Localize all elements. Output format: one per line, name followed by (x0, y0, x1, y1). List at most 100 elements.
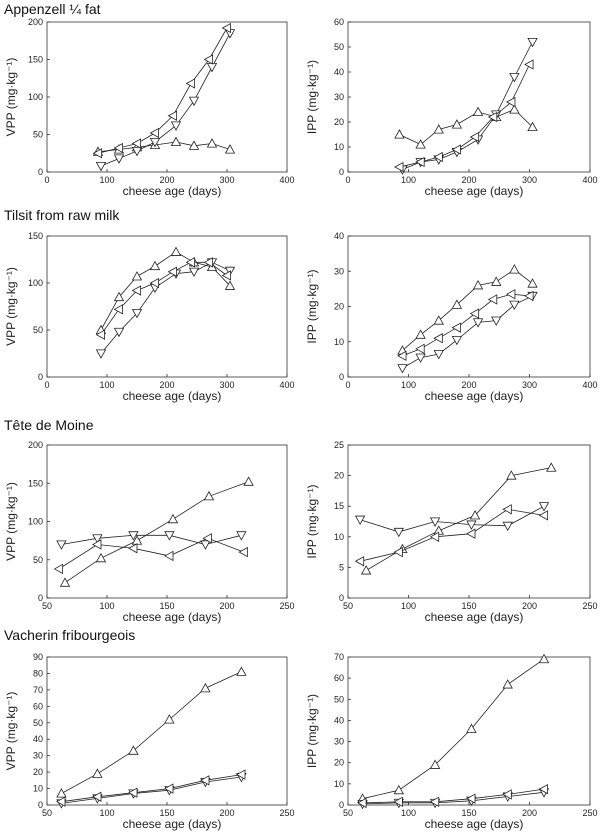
data-point-triangle-down (188, 267, 200, 278)
data-point-triangle-left (221, 22, 232, 34)
x-tick-label: 100 (99, 808, 114, 818)
y-tick-label: 20 (334, 302, 344, 312)
x-tick-label: 0 (44, 175, 49, 185)
data-point-triangle-left (185, 78, 196, 89)
data-point-triangle-left (433, 151, 443, 163)
data-point-triangle-down (170, 121, 182, 131)
x-tick-label: 150 (159, 601, 174, 611)
data-point-triangle-left (524, 290, 534, 302)
data-point-triangle-left (185, 257, 196, 268)
y-tick-label: 70 (33, 685, 43, 695)
data-point-triangle-left (167, 110, 178, 121)
y-tick-label: 50 (33, 325, 43, 335)
data-point-triangle-up (167, 513, 179, 524)
data-point-triangle-left (128, 543, 138, 554)
data-point-triangle-up (164, 714, 175, 724)
data-point-triangle-left (466, 793, 476, 804)
y-tick-label: 40 (334, 67, 344, 77)
y-tick-label: 100 (28, 517, 43, 527)
data-point-triangle-left (433, 333, 443, 344)
section-title-3: Tête de Moine (4, 417, 94, 433)
y-tick-label: 25 (334, 440, 344, 450)
data-point-triangle-down (113, 154, 125, 164)
data-point-triangle-up (236, 666, 247, 676)
y-tick-label: 40 (33, 734, 43, 744)
y-tick-label: 150 (28, 55, 43, 65)
y-tick-label: 150 (28, 231, 43, 241)
data-point-triangle-left (202, 533, 212, 544)
x-axis-label: cheese age (days) (123, 184, 222, 198)
y-axis-label: VPP (mg·kg⁻¹) (4, 58, 18, 137)
data-point-triangle-left (56, 796, 66, 807)
x-tick-label: 100 (401, 808, 416, 818)
y-tick-label: 15 (334, 501, 344, 511)
plot-frame (46, 21, 288, 173)
data-point-triangle-left (354, 556, 365, 567)
x-tick-label: 0 (345, 380, 350, 390)
data-point-triangle-up (393, 784, 404, 795)
data-point-triangle-left (538, 783, 549, 795)
x-tick-label: 100 (401, 380, 416, 390)
x-tick-label: 150 (461, 808, 476, 818)
x-tick-label: 400 (279, 380, 294, 390)
data-point-triangle-left (506, 96, 516, 108)
data-point-triangle-up (128, 745, 139, 755)
data-point-triangle-up (149, 260, 161, 271)
x-tick-label: 50 (343, 808, 353, 818)
x-tick-label: 200 (219, 808, 234, 818)
y-axis-label: IPP (mg·kg⁻¹) (305, 60, 319, 134)
data-point-triangle-down (95, 161, 107, 172)
x-tick-label: 200 (461, 380, 476, 390)
data-point-triangle-left (502, 789, 512, 800)
y-tick-label: 0 (339, 800, 344, 810)
data-point-triangle-left (113, 142, 123, 154)
data-point-triangle-up (415, 329, 426, 339)
data-point-triangle-down (433, 350, 444, 360)
y-tick-label: 50 (33, 718, 43, 728)
y-tick-label: 0 (38, 372, 43, 382)
chart-4-2: 50 100 150 200 250 0 10 20 30 40 50 60 70 cheese age … (305, 652, 598, 831)
data-point-triangle-left (128, 787, 138, 798)
data-point-triangle-down (131, 146, 143, 157)
y-tick-label: 80 (33, 668, 43, 678)
data-point-triangle-left (200, 775, 210, 786)
x-axis-label: cheese age (days) (425, 389, 524, 403)
x-tick-label: 250 (582, 601, 597, 611)
x-tick-label: 250 (582, 808, 597, 818)
data-point-triangle-left (502, 504, 512, 515)
plot-frame (46, 444, 288, 599)
data-point-triangle-left (53, 563, 63, 575)
x-tick-label: 0 (44, 380, 49, 390)
series-line-triangle-left (97, 27, 228, 154)
data-point-triangle-up (394, 129, 405, 139)
data-point-triangle-up (472, 280, 484, 290)
chart-1-2: 0 100 200 300 400 0 10 20 30 40 50 60 cheese age (da… (305, 17, 598, 198)
x-tick-label: 300 (219, 175, 234, 185)
x-tick-label: 100 (99, 601, 114, 611)
data-point-triangle-left (149, 277, 160, 289)
series-line-triangle-up (64, 481, 249, 584)
chart-3-2: 50 100 150 200 250 0 5 10 15 20 25 cheese age (days… (305, 440, 598, 624)
data-point-triangle-down (502, 521, 513, 532)
data-point-triangle-down (472, 318, 484, 328)
y-axis-label: IPP (mg·kg⁻¹) (305, 269, 319, 343)
data-point-triangle-left (524, 59, 534, 70)
data-point-triangle-left (538, 510, 549, 521)
y-tick-label: 50 (33, 130, 43, 140)
x-tick-label: 100 (99, 175, 114, 185)
y-tick-label: 10 (334, 532, 344, 542)
series-line-triangle-up (399, 109, 533, 145)
data-point-triangle-up (469, 510, 481, 520)
data-point-triangle-left (92, 791, 102, 802)
data-point-triangle-up (506, 470, 517, 480)
x-tick-label: 0 (345, 175, 350, 185)
y-axis-label: VPP (mg·kg⁻¹) (4, 267, 18, 346)
y-axis-label: VPP (mg·kg⁻¹) (4, 692, 18, 771)
data-point-triangle-down (95, 349, 107, 359)
data-point-triangle-left (149, 127, 160, 139)
x-tick-label: 400 (582, 175, 597, 185)
data-point-triangle-up (509, 104, 520, 114)
y-tick-label: 150 (28, 478, 43, 488)
